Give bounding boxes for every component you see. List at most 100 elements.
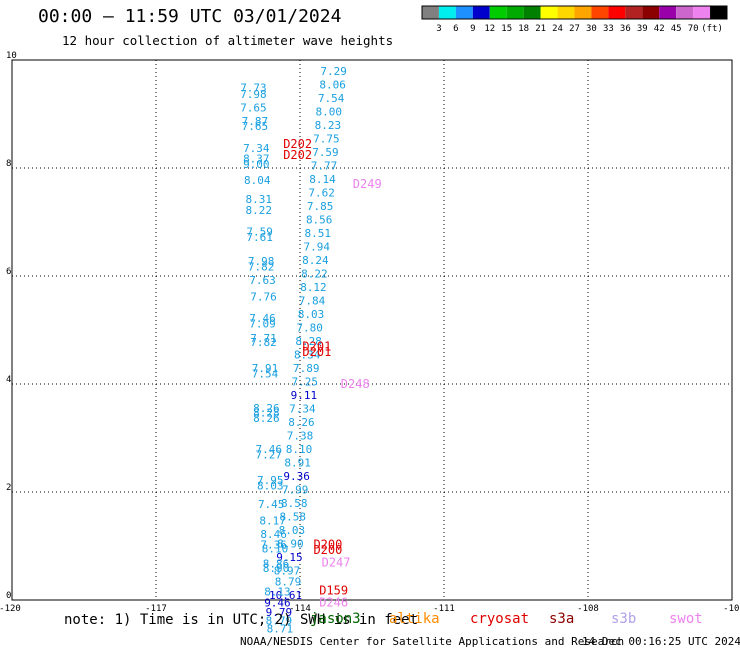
swh-point-label: 8.51 <box>305 227 332 240</box>
y-tick-label: 4 <box>6 375 11 385</box>
swh-point-label: 7.25 <box>292 376 319 389</box>
colorbar-unit-label: (ft) <box>701 24 723 34</box>
swh-point-label: 8.28 <box>295 335 322 348</box>
pass-label: D202 <box>283 148 312 162</box>
colorbar-tick-label: 30 <box>586 24 597 34</box>
y-tick-label: 6 <box>6 267 11 277</box>
swh-point-label: 7.54 <box>318 92 345 105</box>
colorbar-tick-label: 24 <box>552 24 563 34</box>
swh-point-label: 8.26 <box>288 416 315 429</box>
colorbar-swatch <box>574 6 592 19</box>
swh-point-label: 7.73 <box>240 81 267 94</box>
colorbar-swatch <box>557 6 575 19</box>
y-tick-label: 8 <box>6 159 11 169</box>
swh-point-label: 7.65 <box>240 101 267 114</box>
swh-point-label: 8.24 <box>302 254 329 267</box>
x-tick-label: -120 <box>0 604 21 614</box>
colorbar-swatch <box>438 6 456 19</box>
swh-point-label: 8.14 <box>309 173 336 186</box>
y-tick-label: 0 <box>6 591 11 601</box>
swh-point-label: 7.59 <box>246 226 273 239</box>
swh-point-label: 7.84 <box>299 295 326 308</box>
swh-point-label: 7.95 <box>257 474 284 487</box>
swh-point-label: 8.34 <box>294 349 321 362</box>
pass-label: D202 <box>283 137 312 151</box>
colorbar-tick-label: 12 <box>484 24 495 34</box>
swh-point-label: 7.98 <box>248 255 275 268</box>
legend-s3a: s3a <box>549 611 575 627</box>
legend-altika: altika <box>389 611 440 627</box>
swh-point-label: 7.63 <box>249 274 276 287</box>
swh-point-label: 7.82 <box>248 261 275 274</box>
chart-title: 00:00 – 11:59 UTC 03/01/2024 <box>38 6 342 27</box>
footer-timestamp: 14 Dec 00:16:25 UTC 2024 <box>582 635 740 648</box>
swh-colorbar: 3 6 9 12 15 18 21 24 27 30 33 36 39 42 45 70 (ft) <box>421 5 728 34</box>
swh-point-label: 9.79 <box>266 606 293 619</box>
swh-point-label: 7.54 <box>252 368 279 381</box>
swh-point-label: 8.13 <box>264 586 291 599</box>
x-tick-label: -117 <box>145 604 167 614</box>
swh-point-label: 7.61 <box>246 231 273 244</box>
swh-point-label: 7.29 <box>320 65 347 78</box>
swh-point-label: 7.46 <box>256 443 283 456</box>
legend-swot: swot <box>669 611 703 627</box>
swh-point-label: 7.65 <box>242 120 269 133</box>
colorbar-tick-label: 42 <box>654 24 665 34</box>
colorbar-swatch <box>659 6 677 19</box>
legend-cryosat: cryosat <box>470 611 530 627</box>
colorbar-tick-label: 21 <box>535 24 546 34</box>
pass-label: D246 <box>319 595 348 609</box>
swh-point-label: 8.26 <box>253 412 280 425</box>
colorbar-swatch <box>472 6 490 19</box>
x-tick-label: -111 <box>433 604 455 614</box>
swh-point-label: 8.58 <box>280 511 307 524</box>
swh-point-label: 7.89 <box>293 362 320 375</box>
swh-point-label: 8.12 <box>300 281 327 294</box>
swh-point-label: 8.91 <box>284 457 311 470</box>
colorbar-frame <box>421 5 728 20</box>
swh-point-label: 9.11 <box>291 389 318 402</box>
colorbar-tick-label: 6 <box>453 24 458 34</box>
pass-label: D201 <box>302 340 331 354</box>
swh-point-label: 8.71 <box>267 622 294 635</box>
swh-point-label: 8.23 <box>315 119 342 132</box>
swh-point-label: 8.37 <box>243 153 270 166</box>
swh-point-label: 8.28 <box>253 406 280 419</box>
swh-point-label: 8.10 <box>262 542 289 555</box>
swh-point-label: 8.03 <box>279 524 306 537</box>
colorbar-swatch <box>455 6 473 19</box>
colorbar-tick-label: 39 <box>637 24 648 34</box>
colorbar-tick-label: 3 <box>436 24 441 34</box>
colorbar-tick-label: 70 <box>688 24 699 34</box>
swh-point-label: 7.91 <box>252 362 279 375</box>
swh-point-label: 7.85 <box>307 200 334 213</box>
colorbar-swatch <box>676 6 694 19</box>
pass-label: D201 <box>302 345 331 359</box>
y-tick-label: 2 <box>6 483 11 493</box>
colorbar-swatch <box>642 6 660 19</box>
swh-point-label: 7.38 <box>287 430 314 443</box>
colorbar-swatch <box>710 6 727 19</box>
swh-point-label: 7.75 <box>313 133 340 146</box>
pass-labels: D202D202D249D201D201D248D200D200D247D159… <box>283 137 382 609</box>
colorbar-swatch <box>506 6 524 19</box>
colorbar-swatch <box>422 6 439 19</box>
colorbar-swatch <box>591 6 609 19</box>
swh-point-label: 8.03 <box>298 308 325 321</box>
footer-note: note: 1) Time is in UTC; 2) SWH is in fe… <box>64 612 419 628</box>
colorbar-swatch <box>523 6 541 19</box>
legend-s3b: s3b <box>611 611 637 627</box>
colorbar-tick-label: 45 <box>671 24 682 34</box>
plot-frame <box>11 59 733 601</box>
swh-point-label: 7.99 <box>282 484 309 497</box>
colorbar-swatch <box>608 6 626 19</box>
swh-point-label: 8.97 <box>274 565 301 578</box>
legend-jason3: jason3 <box>310 611 361 627</box>
colorbar-swatch <box>693 6 711 19</box>
swh-point-label: 9.00 <box>243 158 270 171</box>
pass-label: D200 <box>313 543 342 557</box>
pass-label: D159 <box>319 584 348 598</box>
swh-point-label: 7.80 <box>296 322 323 335</box>
swh-point-label: 9.15 <box>276 551 303 564</box>
swh-point-label: 7.36 <box>260 539 287 552</box>
